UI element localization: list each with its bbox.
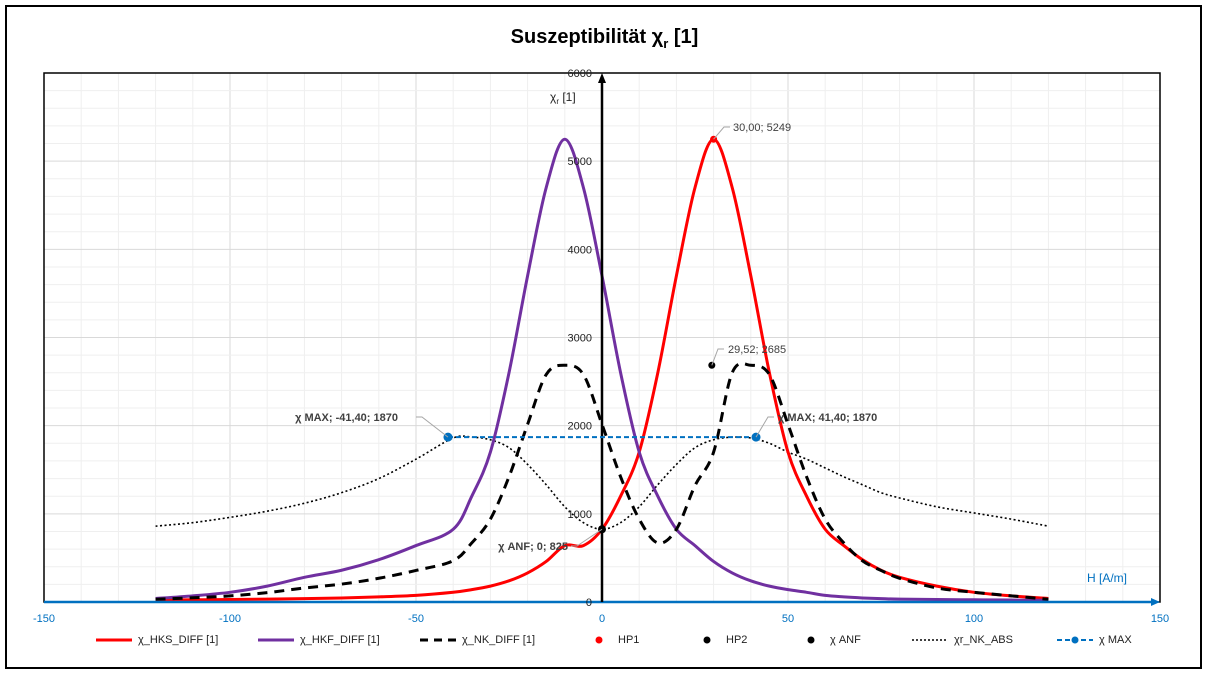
x-tick-label: 150 — [1151, 613, 1169, 625]
chart-frame — [5, 5, 1202, 669]
legend-item-hkf: χ_HKF_DIFF [1] — [258, 634, 380, 646]
legend-item-abs: χr_NK_ABS — [912, 634, 1013, 646]
hp2-label-leader — [711, 348, 724, 366]
chi-max-left-label: χ MAX; -41,40; 1870 — [295, 412, 398, 424]
series-hks-line — [155, 137, 1049, 602]
y-axis-label: χr [1] — [550, 90, 576, 106]
anf-label: χ ANF; 0; 825 — [498, 541, 568, 553]
x-axis-arrow — [1151, 598, 1160, 606]
axes-layer: -150 -100 -50 0 50 100 150 0 1000 2000 3000 4000 500… — [33, 68, 1169, 625]
chi-max-right-label-leader — [755, 416, 774, 438]
legend-item-hp1: HP1 — [594, 634, 639, 646]
hp1-label: 30,00; 5249 — [733, 122, 791, 134]
y-tick-label: 3000 — [568, 333, 592, 345]
series-hkf-line — [155, 137, 1049, 602]
hp2-label: 29,52; 2685 — [728, 344, 786, 356]
legend: χ_HKS_DIFF [1] χ_HKF_DIFF [1] χ_NK_DIFF … — [0, 634, 1209, 652]
marks-layer: χ MAX; -41,40; 1870 χ MAX; 41,40; 1870 30,… — [295, 122, 877, 553]
legend-item-hks: χ_HKS_DIFF [1] — [96, 634, 219, 646]
chi-max-left-label-leader — [416, 416, 449, 438]
series-layer — [155, 137, 1049, 602]
chi-max-right-label: χ MAX; 41,40; 1870 — [778, 412, 877, 424]
title-main: Suszeptibilität χ — [510, 26, 664, 48]
series-nk-line — [155, 361, 1049, 601]
y-tick-label: 6000 — [568, 68, 592, 80]
x-tick-label: 100 — [965, 613, 983, 625]
x-tick-label: -50 — [408, 613, 424, 625]
x-tick-label: -100 — [219, 613, 241, 625]
legend-item-anf: χ ANF — [806, 634, 861, 646]
y-axis-arrow — [598, 73, 606, 83]
x-tick-label: 0 — [599, 613, 605, 625]
y-tick-label: 2000 — [568, 421, 592, 433]
y-tick-label: 1000 — [568, 509, 592, 521]
title-sub: r — [663, 36, 669, 51]
anf-label-leader — [571, 528, 603, 547]
legend-item-nk: χ_NK_DIFF [1] — [420, 634, 536, 646]
y-tick-label: 5000 — [568, 156, 592, 168]
y-tick-label: 4000 — [568, 244, 592, 256]
legend-item-max: χ MAX — [1057, 634, 1132, 646]
x-tick-label: 50 — [782, 613, 794, 625]
x-tick-label: -150 — [33, 613, 55, 625]
y-tick-label: 0 — [586, 597, 592, 609]
chart-title: Suszeptibilität χr [1] — [0, 26, 1209, 51]
hp1-label-leader — [713, 126, 730, 140]
series-abs-line — [155, 435, 1049, 531]
legend-item-hp2: HP2 — [702, 634, 747, 646]
title-suffix: [1] — [668, 26, 699, 48]
x-axis-label: H [A/m] — [1087, 571, 1127, 585]
